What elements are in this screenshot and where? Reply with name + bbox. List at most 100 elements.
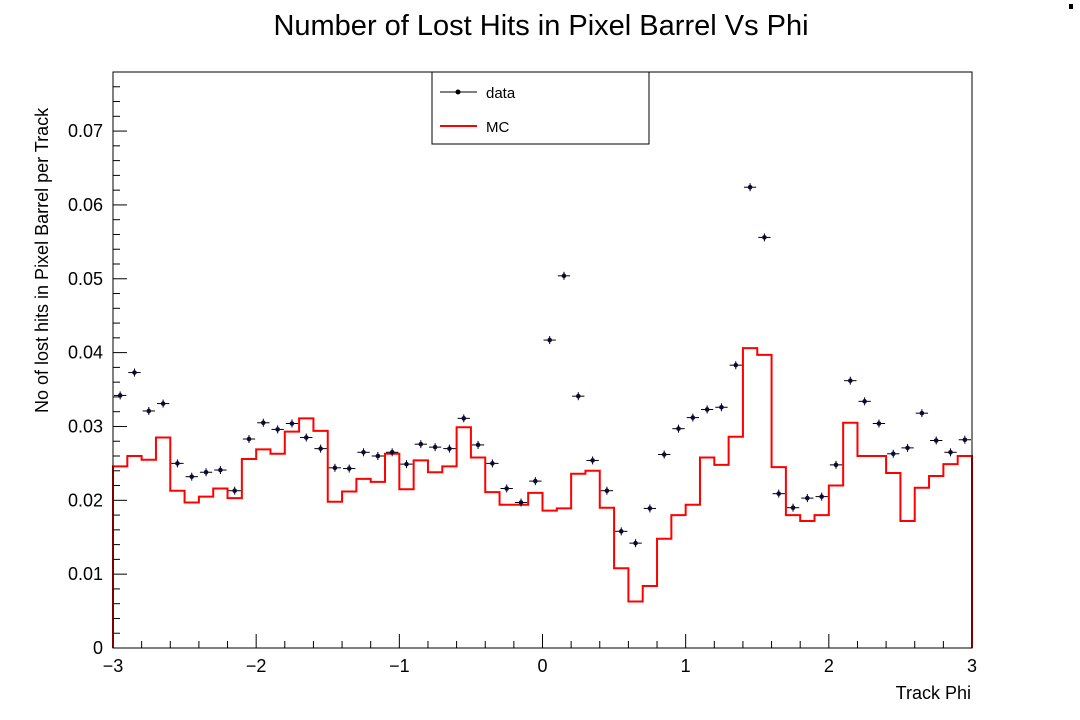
data-marker (805, 495, 810, 501)
data-marker (747, 184, 753, 190)
legend-data-label: data (486, 85, 516, 102)
data-point (156, 399, 170, 408)
data-marker (690, 415, 696, 420)
legend-box (431, 71, 650, 145)
data-point (486, 459, 499, 468)
data-point (185, 472, 198, 481)
data-marker (432, 444, 438, 450)
data-point (872, 419, 886, 428)
legend: data MC (431, 71, 650, 145)
data-point (887, 449, 900, 458)
data-marker (175, 461, 180, 466)
data-point (572, 392, 585, 401)
data-point (686, 413, 699, 422)
chart-title: Number of Lost Hits in Pixel Barrel Vs P… (273, 10, 808, 42)
data-point (786, 503, 800, 512)
data-point (715, 403, 728, 412)
data-point (958, 435, 971, 444)
data-marker (261, 420, 266, 426)
corner-marker (1069, 4, 1073, 9)
data-point (557, 271, 571, 280)
data-point (271, 425, 284, 434)
y-axis: 0 0.01 0.02 0.03 0.04 0.05 0.06 0.07 (68, 71, 127, 658)
data-point (128, 368, 141, 377)
data-marker (933, 438, 939, 443)
data-point (643, 504, 657, 513)
data-marker (160, 401, 166, 406)
data-marker (790, 505, 796, 510)
data-marker (389, 450, 395, 455)
data-marker (418, 441, 424, 447)
data-marker (905, 445, 910, 451)
data-point (514, 498, 528, 507)
data-marker (618, 529, 624, 534)
data-marker (189, 474, 195, 479)
data-point (443, 444, 456, 453)
legend-mc-label: MC (486, 119, 509, 136)
data-point (357, 448, 370, 457)
x-axis: −3 −2 −1 0 1 2 3 (103, 634, 977, 676)
plot-area (112, 183, 973, 648)
data-marker (762, 235, 767, 240)
data-point (500, 484, 513, 493)
y-tick-label: 0.02 (68, 490, 103, 510)
data-marker (232, 488, 237, 494)
data-marker (375, 453, 381, 459)
data-point (586, 456, 599, 465)
data-marker (404, 461, 409, 467)
data-marker (647, 506, 653, 511)
x-tick-label: −1 (389, 656, 410, 676)
x-tick-label: 1 (681, 656, 691, 676)
data-point (199, 468, 213, 477)
x-tick-label: 3 (967, 656, 977, 676)
data-point (242, 435, 256, 444)
data-marker (948, 450, 953, 455)
data-point (543, 336, 556, 345)
data-point (171, 459, 184, 468)
y-tick-label: 0.07 (68, 121, 103, 141)
x-tick-label: 0 (537, 656, 547, 676)
plot-frame (112, 71, 973, 649)
data-marker (303, 435, 309, 440)
y-tick-label: 0 (93, 638, 103, 658)
data-marker (719, 404, 724, 410)
data-point (772, 489, 785, 498)
x-tick-label: 2 (824, 656, 834, 676)
data-point (300, 433, 313, 442)
data-point (228, 486, 241, 495)
data-marker (318, 446, 323, 451)
data-marker (890, 451, 896, 457)
data-marker (361, 450, 366, 455)
legend-data-marker (455, 89, 461, 95)
data-marker (561, 273, 567, 279)
data-point (629, 539, 642, 548)
y-tick-label: 0.05 (68, 269, 103, 289)
data-point (615, 527, 628, 536)
data-point (758, 233, 771, 242)
data-marker (132, 370, 137, 375)
mc-step-line (112, 347, 973, 648)
data-marker (533, 478, 538, 484)
data-point (471, 440, 485, 449)
y-tick-label: 0.04 (68, 343, 103, 363)
data-point (428, 443, 442, 452)
data-marker (676, 426, 681, 431)
data-point (142, 406, 155, 415)
data-marker (518, 500, 524, 505)
data-marker (848, 378, 853, 383)
data-marker (819, 494, 824, 499)
data-marker (461, 416, 467, 421)
data-marker (475, 442, 481, 448)
data-point (529, 477, 542, 486)
data-marker (332, 465, 338, 471)
data-marker (733, 362, 739, 368)
data-point (672, 424, 685, 433)
data-point (414, 440, 427, 449)
x-axis-title: Track Phi (896, 683, 971, 703)
data-point (314, 444, 327, 453)
data-marker (661, 452, 667, 457)
data-marker (504, 486, 510, 491)
data-marker (547, 337, 552, 343)
data-point (944, 448, 957, 457)
